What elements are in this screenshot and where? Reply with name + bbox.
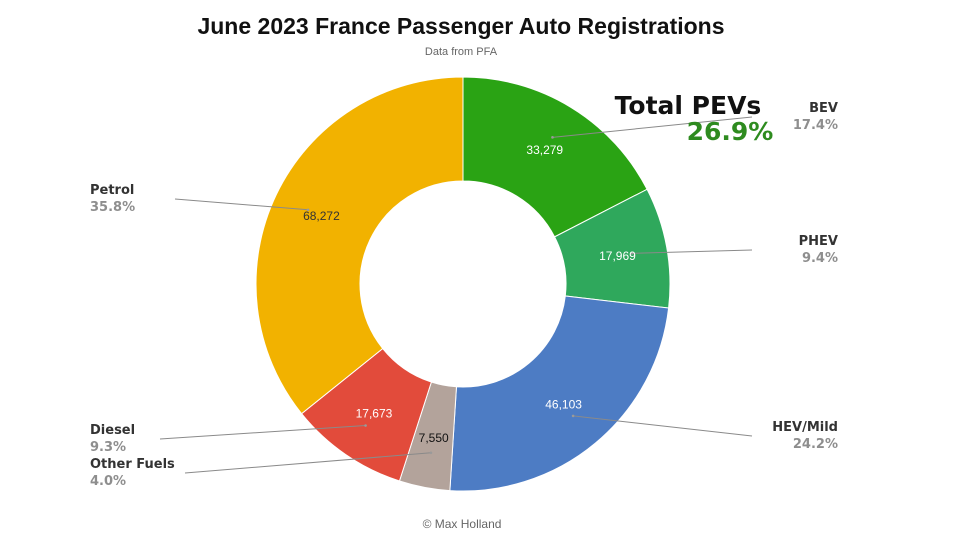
leader-line-diesel: [159, 425, 366, 440]
legend-name-petrol: Petrol: [90, 183, 134, 198]
leader-line-other-fuels: [184, 452, 431, 474]
legend-group: BEV 17.4% PHEV 9.4% HEV/Mild 24.2% Other Fuels…: [90, 101, 838, 489]
total-pevs-value: 26.9%: [687, 117, 774, 146]
credit-text: © Max Holland: [423, 517, 502, 531]
leader-line-petrol: [174, 198, 309, 211]
legend-percent-hev-mild: 24.2%: [793, 437, 838, 452]
slice-bev: [462, 76, 648, 238]
legend-percent-bev: 17.4%: [793, 118, 838, 133]
leader-dot-petrol: [306, 208, 310, 212]
legend-percent-phev: 9.4%: [802, 251, 838, 266]
slice-value-diesel: 17,673: [356, 406, 393, 420]
leader-line-bev: [552, 116, 753, 138]
legend-name-hev-mild: HEV/Mild: [772, 420, 838, 435]
leader-dot-hev-mild: [571, 414, 575, 418]
leader-dot-bev: [551, 136, 554, 139]
leader-dot-diesel: [364, 424, 367, 427]
slice-petrol: [255, 76, 464, 415]
leader-dot-phev: [630, 252, 634, 255]
leader-line-hev-mild: [573, 415, 753, 437]
slices-group: [255, 76, 671, 492]
legend-percent-other-fuels: 4.0%: [90, 474, 126, 489]
slice-value-labels-group: 33,279 17,969 46,103 7,550 17,673 68,272: [303, 143, 636, 445]
chart-title: June 2023 France Passenger Auto Registra…: [197, 13, 724, 39]
slice-value-bev: 33,279: [526, 143, 563, 157]
leader-lines-group: [159, 116, 753, 474]
legend-name-phev: PHEV: [799, 234, 838, 249]
legend-percent-petrol: 35.8%: [90, 200, 135, 215]
legend-name-diesel: Diesel: [90, 423, 135, 438]
leader-line-phev: [632, 249, 753, 254]
total-pevs-label: Total PEVs: [615, 91, 762, 120]
legend-percent-diesel: 9.3%: [90, 440, 126, 455]
slice-hev-mild: [449, 295, 670, 492]
chart-subtitle: Data from PFA: [425, 46, 498, 58]
slice-value-hev-mild: 46,103: [545, 398, 582, 412]
legend-name-bev: BEV: [809, 101, 838, 116]
slice-value-petrol: 68,272: [303, 209, 340, 223]
legend-name-other-fuels: Other Fuels: [90, 457, 175, 472]
slice-value-phev: 17,969: [599, 249, 636, 263]
slice-value-other-fuels: 7,550: [419, 431, 449, 445]
leader-dot-other-fuels: [429, 451, 433, 455]
